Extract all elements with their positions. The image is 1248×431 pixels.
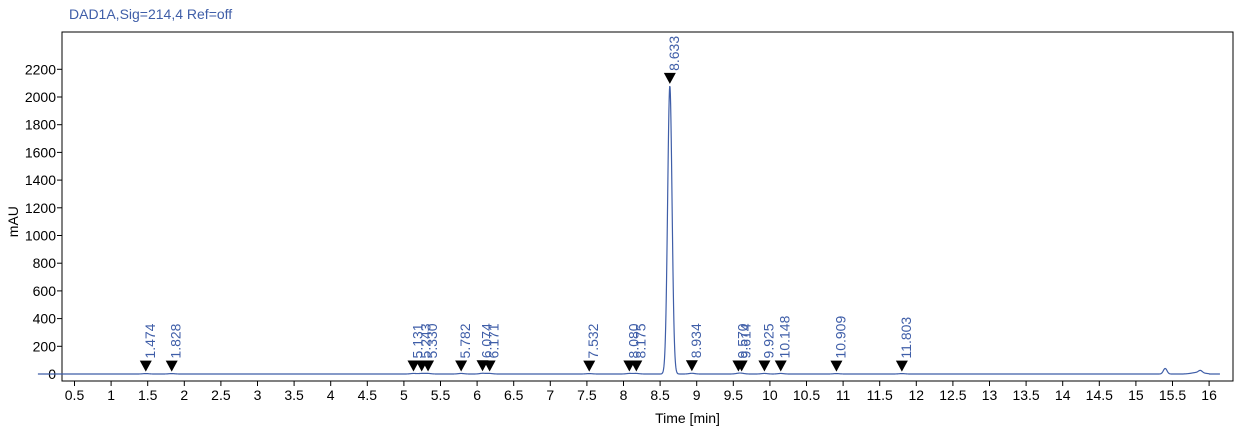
x-tick-label: 10 bbox=[762, 387, 778, 403]
y-tick-label: 800 bbox=[33, 255, 57, 271]
peak-label: 1.828 bbox=[168, 323, 184, 358]
x-tick-label: 2 bbox=[180, 387, 188, 403]
peak-marker bbox=[830, 360, 843, 372]
peak-label: 5.330 bbox=[424, 323, 440, 358]
y-tick-label: 200 bbox=[33, 338, 57, 354]
x-tick-label: 6 bbox=[473, 387, 481, 403]
x-tick-label: 12.5 bbox=[939, 387, 966, 403]
y-tick-label: 600 bbox=[33, 283, 57, 299]
peak-label: 10.148 bbox=[777, 315, 793, 358]
peak-label: 9.614 bbox=[738, 323, 754, 358]
peak-label: 8.175 bbox=[632, 323, 648, 358]
x-tick-label: 15.5 bbox=[1159, 387, 1186, 403]
x-tick-label: 16 bbox=[1201, 387, 1217, 403]
x-tick-label: 11.5 bbox=[867, 387, 893, 403]
peak-marker bbox=[685, 360, 698, 372]
x-tick-label: 12 bbox=[909, 387, 925, 403]
x-tick-label: 13.5 bbox=[1012, 387, 1039, 403]
x-tick-label: 3 bbox=[254, 387, 262, 403]
y-axis-ticks: 0200400600800100012001400160018002000220… bbox=[25, 61, 62, 382]
signal-trace bbox=[37, 85, 1220, 375]
y-tick-label: 2200 bbox=[25, 61, 56, 77]
y-tick-label: 1400 bbox=[25, 172, 56, 188]
peak-label: 5.782 bbox=[457, 323, 473, 358]
peak-marker bbox=[455, 360, 468, 372]
x-tick-label: 9.5 bbox=[724, 387, 744, 403]
peak-label: 8.934 bbox=[688, 323, 704, 358]
y-tick-label: 1800 bbox=[25, 117, 56, 133]
x-tick-label: 1 bbox=[107, 387, 115, 403]
chart-axes bbox=[61, 31, 1234, 382]
y-tick-label: 2000 bbox=[25, 89, 56, 105]
x-tick-label: 3.5 bbox=[284, 387, 304, 403]
y-axis-label: mAU bbox=[5, 206, 21, 237]
peak-marker bbox=[735, 360, 748, 372]
x-tick-label: 4 bbox=[327, 387, 335, 403]
peak-marker bbox=[758, 360, 771, 372]
x-tick-label: 8 bbox=[620, 387, 628, 403]
peak-label: 7.532 bbox=[585, 323, 601, 358]
peak-marker bbox=[630, 360, 643, 372]
peak-marker bbox=[165, 360, 178, 372]
x-tick-label: 0.5 bbox=[65, 387, 85, 403]
peak-label: 11.803 bbox=[898, 317, 914, 359]
peak-label: 8.633 bbox=[666, 36, 682, 71]
chart-title: DAD1A,Sig=214,4 Ref=off bbox=[69, 6, 233, 22]
x-tick-label: 15 bbox=[1128, 387, 1144, 403]
peak-label: 6.171 bbox=[486, 323, 502, 358]
x-tick-label: 7.5 bbox=[577, 387, 597, 403]
peak-label: 8.080 bbox=[625, 323, 641, 358]
x-tick-label: 7 bbox=[546, 387, 554, 403]
x-tick-label: 5.5 bbox=[431, 387, 451, 403]
plot-frame bbox=[61, 31, 1234, 382]
x-tick-label: 9 bbox=[693, 387, 701, 403]
peak-label: 10.909 bbox=[832, 316, 848, 359]
peak-marker bbox=[407, 360, 420, 372]
peak-marker bbox=[483, 360, 496, 372]
y-tick-label: 1600 bbox=[25, 144, 56, 160]
x-axis-ticks: 0.5 1 1.5 2 2.5 3 3.5 4 4.5 5 5.5 6 6.5 7 7.5 8 8.5 9 9.5 1… bbox=[65, 381, 1217, 403]
peak-marker bbox=[895, 360, 908, 372]
y-tick-label: 1000 bbox=[25, 228, 56, 244]
y-tick-label: 400 bbox=[33, 311, 57, 327]
peak-label: 9.570 bbox=[734, 323, 750, 358]
peak-marker bbox=[422, 360, 435, 372]
x-tick-label: 11 bbox=[836, 387, 851, 403]
x-tick-label: 5 bbox=[400, 387, 408, 403]
peak-marker bbox=[774, 360, 787, 372]
x-tick-label: 13 bbox=[982, 387, 998, 403]
peak-marker bbox=[139, 360, 152, 372]
x-tick-label: 8.5 bbox=[650, 387, 670, 403]
x-tick-label: 4.5 bbox=[358, 387, 378, 403]
peak-label: 5.243 bbox=[418, 323, 434, 358]
peak-marker bbox=[663, 72, 676, 84]
peak-marker bbox=[583, 360, 596, 372]
peak-label: 5.131 bbox=[409, 323, 425, 358]
peak-label: 9.925 bbox=[760, 323, 776, 358]
x-tick-label: 14.5 bbox=[1086, 387, 1113, 403]
x-tick-label: 10.5 bbox=[793, 387, 820, 403]
x-tick-label: 6.5 bbox=[504, 387, 524, 403]
x-axis-label: Time [min] bbox=[655, 410, 720, 426]
peak-label: 6.074 bbox=[479, 323, 495, 358]
y-tick-label: 1200 bbox=[25, 200, 56, 216]
peak-label: 1.474 bbox=[142, 323, 158, 358]
x-tick-label: 14 bbox=[1055, 387, 1071, 403]
x-tick-label: 2.5 bbox=[211, 387, 231, 403]
x-tick-label: 1.5 bbox=[138, 387, 158, 403]
